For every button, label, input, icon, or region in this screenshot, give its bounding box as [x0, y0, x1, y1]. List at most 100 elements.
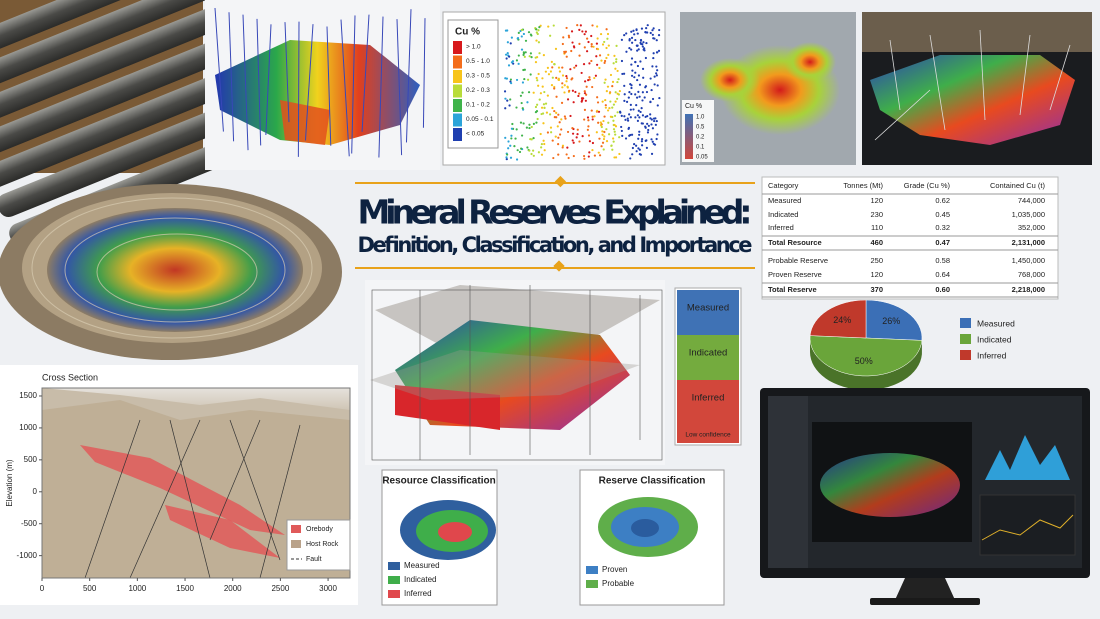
sample-point — [587, 155, 590, 158]
sample-point — [544, 70, 547, 73]
sample-point — [508, 55, 511, 58]
sample-point — [641, 99, 644, 102]
sample-point — [617, 78, 620, 81]
sample-point — [535, 76, 538, 80]
sample-point — [628, 39, 631, 42]
sample-point — [637, 137, 640, 140]
sample-point — [540, 153, 544, 156]
sample-point — [527, 91, 531, 94]
sample-point — [504, 107, 507, 110]
sample-point — [630, 48, 633, 51]
sample-point — [604, 106, 607, 109]
sample-point — [628, 47, 631, 50]
sample-point — [632, 108, 635, 111]
sample-point — [518, 150, 522, 154]
sample-point — [599, 32, 603, 36]
sample-point — [571, 139, 574, 142]
sample-point — [563, 91, 566, 94]
sample-point — [606, 32, 610, 36]
sample-point — [586, 128, 589, 131]
sample-point — [579, 24, 582, 27]
sample-point — [550, 131, 553, 134]
sample-point — [503, 90, 507, 93]
sample-point — [655, 39, 658, 42]
sample-point — [588, 76, 591, 79]
sample-point — [636, 114, 639, 117]
sample-point — [636, 64, 640, 68]
sample-point — [580, 97, 584, 100]
legend-swatch — [453, 55, 462, 69]
table-cell: Inferred — [768, 223, 794, 232]
sample-point — [576, 133, 579, 136]
sample-point — [657, 49, 661, 52]
sample-point — [564, 50, 568, 53]
sample-point — [587, 40, 590, 44]
legend-swatch — [453, 70, 462, 83]
sample-point — [596, 101, 600, 104]
sample-point — [535, 39, 538, 42]
sample-point — [630, 133, 634, 136]
sample-point — [549, 34, 552, 37]
core-photo — [0, 0, 282, 247]
sample-point — [632, 29, 635, 32]
x-tick-label: 1000 — [128, 584, 146, 593]
sample-point — [628, 113, 631, 116]
sample-point — [629, 108, 632, 111]
sample-point — [623, 34, 626, 37]
sample-point — [583, 92, 587, 95]
sample-point — [644, 125, 647, 128]
sample-point — [535, 121, 538, 124]
x-tick-label: 500 — [83, 584, 97, 593]
sample-point — [519, 121, 523, 124]
legend-label: > 1.0 — [466, 44, 481, 51]
sample-point — [638, 95, 641, 98]
confidence-level — [677, 290, 739, 335]
sample-point — [557, 143, 560, 146]
box-title: Resource Classification — [382, 476, 495, 487]
sample-point — [646, 122, 649, 125]
box-title: Reserve Classification — [599, 476, 706, 487]
legend-label: 0.2 - 0.3 — [466, 87, 490, 94]
sample-point — [635, 44, 638, 47]
sample-point — [634, 93, 637, 96]
pie-legend: Measured Indicated Inferred — [960, 318, 1015, 360]
legend-label: 0.2 — [696, 135, 705, 141]
sample-point — [618, 89, 621, 93]
legend-label: Host Rock — [306, 541, 339, 548]
sample-point — [595, 42, 599, 45]
sample-point — [601, 130, 604, 133]
sample-point — [519, 94, 523, 97]
sample-point — [513, 145, 516, 148]
legend-label: 0.1 — [696, 145, 705, 151]
sample-point — [613, 130, 616, 133]
sample-point — [520, 147, 523, 150]
sample-point — [621, 72, 624, 76]
sample-point — [635, 150, 638, 153]
sample-point — [591, 118, 594, 121]
sample-point — [571, 41, 574, 44]
sample-point — [636, 119, 640, 122]
sample-point — [599, 124, 603, 127]
sample-point — [627, 127, 630, 130]
sample-point — [601, 133, 604, 136]
confidence-note: Low confidence — [685, 432, 731, 439]
drillhole — [340, 19, 350, 157]
sample-point — [527, 31, 531, 34]
sample-point — [655, 72, 658, 75]
sample-point — [580, 100, 583, 103]
legend-label: Inferred — [977, 350, 1007, 360]
sample-point — [522, 32, 525, 36]
sample-point — [565, 55, 568, 58]
sample-point — [652, 117, 656, 120]
sample-point — [521, 107, 524, 110]
sample-point — [641, 43, 644, 46]
sample-point — [517, 54, 520, 57]
sample-point — [514, 137, 517, 140]
sample-point — [613, 123, 616, 127]
sample-point — [607, 53, 610, 56]
sample-point — [600, 59, 603, 62]
legend-swatch — [453, 84, 462, 98]
sample-point — [604, 98, 607, 102]
sample-point — [616, 69, 619, 73]
dark-model — [862, 12, 1092, 165]
